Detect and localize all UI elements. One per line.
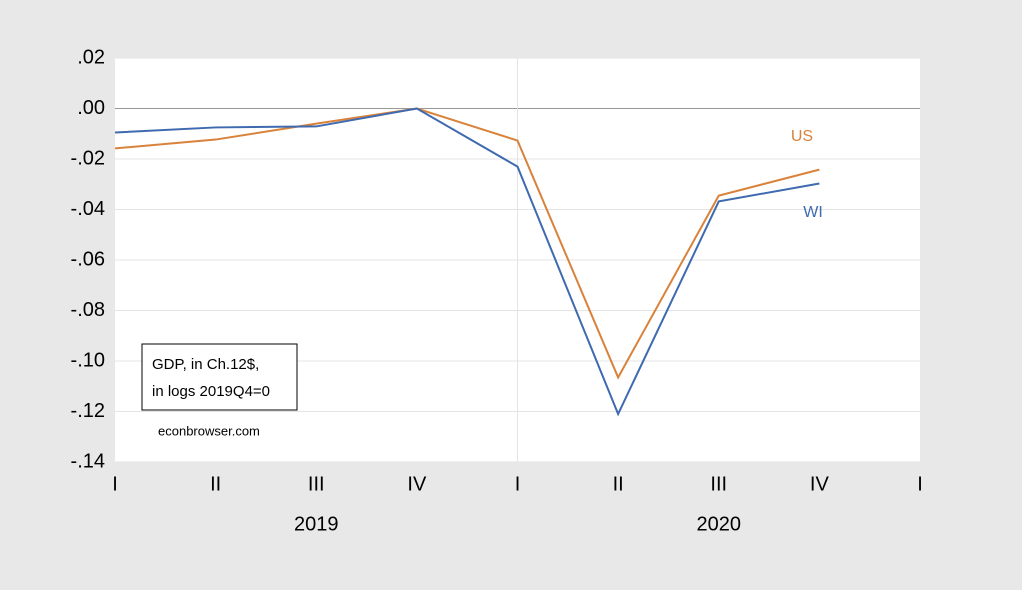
source: econbrowser.com [158,423,260,438]
annotation: GDP, in Ch.12$, [152,356,259,373]
x-tick-label: III [308,473,325,495]
x-tick-label: IV [810,473,830,495]
annotation: in logs 2019Q4=0 [152,383,270,400]
y-tick-label: .02 [77,46,105,68]
x-tick-label: III [710,473,727,495]
x-tick-label: II [210,473,221,495]
y-tick-label: -.08 [71,299,105,321]
y-tick-label: -.02 [71,147,105,169]
series-label: WI [803,204,823,221]
y-tick-label: -.06 [71,248,105,270]
series-label: US [791,128,813,145]
y-tick-label: -.04 [71,198,105,220]
y-tick-label: -.14 [71,450,105,472]
x-tick-label: I [515,473,521,495]
y-tick-label: -.10 [71,349,105,371]
x-tick-label: I [917,473,923,495]
x-tick-label: II [613,473,624,495]
year-label: 2019 [294,513,339,535]
y-tick-label: -.12 [71,400,105,422]
series-line [114,107,820,380]
series-line [114,107,820,417]
x-tick-label: IV [407,473,427,495]
annotation-box [141,343,298,411]
year-label: 2020 [697,513,742,535]
x-tick-label: I [112,473,118,495]
y-tick-label: .00 [77,97,105,119]
